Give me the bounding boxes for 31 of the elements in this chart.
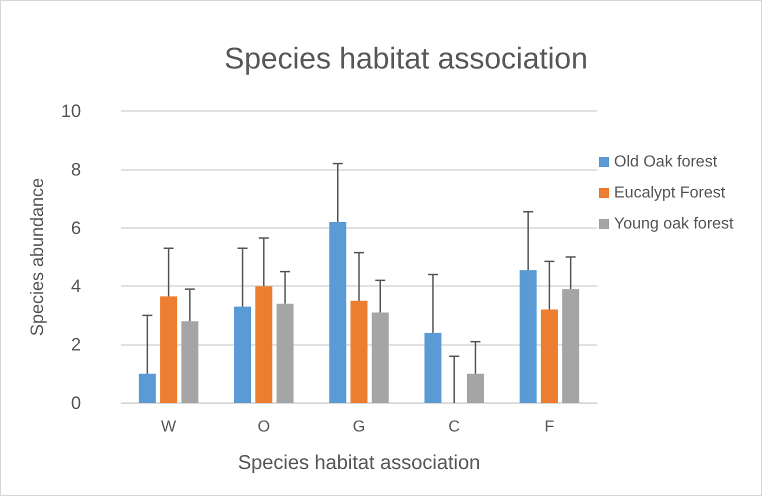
bar xyxy=(160,296,178,403)
bar xyxy=(466,374,484,403)
legend-label: Eucalypt Forest xyxy=(614,184,726,202)
legend-label: Old Oak forest xyxy=(614,154,718,170)
x-tick-label: W xyxy=(161,418,178,436)
y-axis-title: Species abundance xyxy=(27,178,47,336)
bar xyxy=(372,312,389,403)
bar xyxy=(181,321,198,403)
bar xyxy=(540,310,558,403)
bar xyxy=(138,374,156,403)
x-axis-title: Species habitat association xyxy=(238,452,480,474)
bar xyxy=(350,300,368,403)
y-tick-label: 0 xyxy=(70,393,81,413)
bar xyxy=(255,286,272,403)
bar xyxy=(520,270,537,403)
x-tick-label: C xyxy=(448,418,460,436)
bar xyxy=(424,332,442,403)
y-tick-label: 2 xyxy=(70,334,81,355)
bar xyxy=(329,222,346,403)
y-tick-label: 10 xyxy=(60,101,81,121)
bar xyxy=(276,304,294,403)
x-tick-label: O xyxy=(258,418,270,436)
y-tick-label: 8 xyxy=(70,159,81,180)
chart-title: Species habitat association xyxy=(224,42,588,76)
x-tick-label: F xyxy=(544,418,555,436)
y-tick-label: 6 xyxy=(70,218,81,238)
legend-label: Young oak forest xyxy=(614,216,734,232)
bar xyxy=(562,289,580,403)
x-tick-label: G xyxy=(352,418,366,436)
bar xyxy=(234,306,252,403)
y-tick-label: 4 xyxy=(70,276,81,296)
